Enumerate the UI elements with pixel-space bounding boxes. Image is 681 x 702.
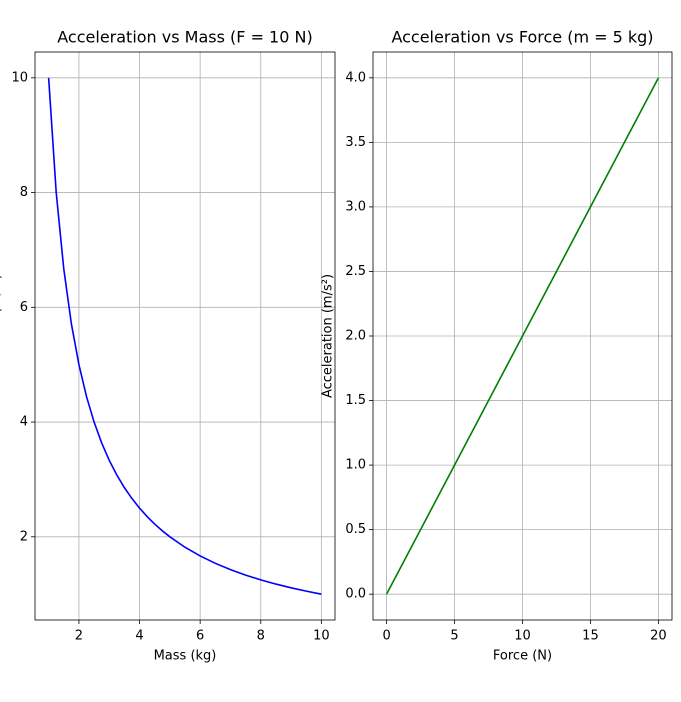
y-tick-label: 4.0 xyxy=(345,70,366,85)
y-tick-label: 0.5 xyxy=(345,522,366,537)
chart-title: Acceleration vs Mass (F = 10 N) xyxy=(57,28,312,47)
x-tick-label: 20 xyxy=(650,629,667,644)
x-tick-label: 2 xyxy=(75,629,83,644)
x-tick-label: 8 xyxy=(257,629,265,644)
y-tick-label: 2 xyxy=(20,529,28,544)
data-line xyxy=(385,77,660,595)
x-tick-label: 10 xyxy=(514,629,531,644)
y-tick-label: 3.0 xyxy=(345,199,366,214)
x-tick-label: 5 xyxy=(450,629,458,644)
x-tick-label: 0 xyxy=(382,629,390,644)
y-tick-label: 2.0 xyxy=(345,329,366,344)
y-tick-label: 1.0 xyxy=(345,458,366,473)
y-tick-label: 1.5 xyxy=(345,393,366,408)
y-axis-label: Acceleration (m/s²) xyxy=(0,274,4,398)
y-tick-label: 0.0 xyxy=(345,587,366,602)
y-tick-label: 4 xyxy=(20,415,28,430)
y-tick-label: 10 xyxy=(11,70,28,85)
y-tick-label: 6 xyxy=(20,300,28,315)
axes-frame xyxy=(372,51,673,621)
y-tick-label: 2.5 xyxy=(345,264,366,279)
x-axis-label: Mass (kg) xyxy=(154,649,217,664)
y-tick-label: 3.5 xyxy=(345,135,366,150)
y-tick-label: 8 xyxy=(20,185,28,200)
y-axis-label: Acceleration (m/s²) xyxy=(321,274,336,398)
axes-frame xyxy=(34,51,336,621)
data-line xyxy=(47,77,322,595)
x-tick-label: 4 xyxy=(135,629,143,644)
chart-title: Acceleration vs Force (m = 5 kg) xyxy=(391,28,653,47)
x-tick-label: 10 xyxy=(313,629,330,644)
x-tick-label: 15 xyxy=(582,629,599,644)
x-tick-label: 6 xyxy=(196,629,204,644)
x-axis-label: Force (N) xyxy=(493,649,552,664)
